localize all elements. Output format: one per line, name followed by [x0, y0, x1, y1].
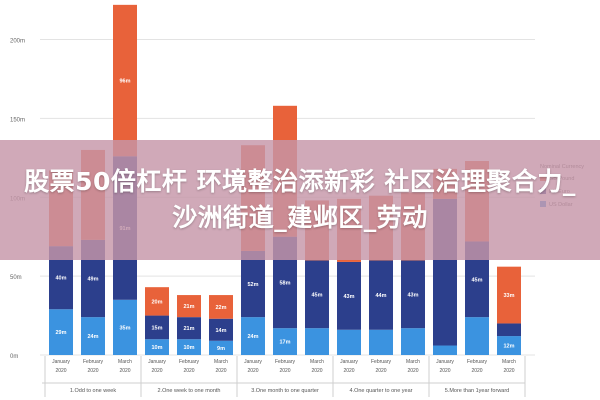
bar-segment: [337, 261, 361, 330]
x-tick-label: March: [406, 359, 420, 365]
x-tick-sublabel: 2020: [503, 368, 514, 374]
data-label: 58m: [279, 280, 290, 286]
x-tick-sublabel: 2020: [55, 368, 66, 374]
bar-segment: [369, 329, 393, 355]
data-label: 10m: [151, 345, 162, 351]
x-tick-sublabel: 2020: [183, 368, 194, 374]
data-label: 43m: [343, 294, 354, 300]
bar-segment: [145, 287, 169, 316]
data-label: 96m: [119, 79, 130, 85]
bar-segment: [465, 317, 489, 355]
x-group-label: 5.More than 1year forward: [445, 388, 510, 394]
y-tick-label: 0m: [10, 354, 18, 360]
bar-segment: [241, 250, 265, 318]
data-label: 10m: [183, 345, 194, 351]
bar-segment: [145, 315, 169, 340]
x-tick-label: March: [214, 359, 228, 365]
data-label: 43m: [407, 292, 418, 298]
x-group-label: 4.One quarter to one year: [350, 388, 413, 394]
bar-segment: [369, 260, 393, 330]
bar-segment: [305, 260, 329, 329]
x-tick-label: February: [275, 359, 296, 365]
data-label: 49m: [87, 277, 98, 283]
x-tick-sublabel: 2020: [311, 368, 322, 374]
data-label: 12m: [503, 344, 514, 350]
bar-segment: [145, 339, 169, 355]
x-tick-label: February: [467, 359, 488, 365]
data-label: 35m: [119, 325, 130, 331]
data-label: 40m: [55, 276, 66, 282]
x-tick-label: January: [244, 359, 262, 365]
x-group-label: 2.One week to one month: [158, 388, 221, 394]
headline-line-2: 沙洲街道_建邺区_劳动: [172, 203, 428, 232]
bar-segment: [241, 317, 265, 355]
bar-segment: [177, 339, 201, 355]
bar-segment: [209, 318, 233, 341]
x-tick-label: March: [310, 359, 324, 365]
data-label: 9m: [217, 346, 225, 352]
bar-segment: [337, 329, 361, 355]
data-label: 33m: [503, 293, 514, 299]
bar-segment: [497, 336, 521, 355]
data-label: 45m: [311, 292, 322, 298]
x-tick-sublabel: 2020: [471, 368, 482, 374]
x-tick-sublabel: 2020: [375, 368, 386, 374]
x-tick-sublabel: 2020: [215, 368, 226, 374]
x-group-label: 3.One month to one quarter: [251, 388, 319, 394]
data-label: 44m: [375, 293, 386, 299]
data-label: 22m: [215, 305, 226, 311]
data-label: 24m: [87, 334, 98, 340]
bar-segment: [401, 260, 425, 329]
data-label: 52m: [247, 282, 258, 288]
y-tick-label: 150m: [10, 117, 25, 123]
x-tick-sublabel: 2020: [119, 368, 130, 374]
x-tick-sublabel: 2020: [407, 368, 418, 374]
data-label: 15m: [151, 325, 162, 331]
x-tick-label: January: [148, 359, 166, 365]
bar-segment: [305, 328, 329, 355]
headline-line-1: 股票50倍杠杆 环境整治添新彩 社区治理聚合力_: [24, 167, 576, 196]
bar-segment: [113, 299, 137, 355]
bar-segment: [177, 295, 201, 318]
bar-segment: [177, 317, 201, 340]
x-tick-label: January: [52, 359, 70, 365]
x-tick-label: February: [83, 359, 104, 365]
bar-segment: [497, 323, 521, 337]
x-tick-sublabel: 2020: [151, 368, 162, 374]
bar-segment: [209, 295, 233, 319]
x-tick-label: January: [436, 359, 454, 365]
data-label: 29m: [55, 330, 66, 336]
data-label: 20m: [151, 299, 162, 305]
data-label: 45m: [471, 277, 482, 283]
x-tick-sublabel: 2020: [87, 368, 98, 374]
x-tick-sublabel: 2020: [279, 368, 290, 374]
data-label: 21m: [183, 326, 194, 332]
x-tick-sublabel: 2020: [247, 368, 258, 374]
x-axis: January 2020 February 2020 March 2020 January 2…: [42, 356, 526, 397]
x-tick-label: February: [371, 359, 392, 365]
data-label: 14m: [215, 328, 226, 334]
headline-banner: 股票50倍杠杆 环境整治添新彩 社区治理聚合力_ 沙洲街道_建邺区_劳动: [0, 140, 600, 260]
x-group-label: 1.Odd to one week: [70, 388, 116, 394]
bar-segment: [81, 317, 105, 355]
x-tick-label: February: [179, 359, 200, 365]
x-tick-label: March: [118, 359, 132, 365]
bar-segment: [273, 328, 297, 355]
bar-segment: [401, 328, 425, 355]
y-tick-label: 50m: [10, 275, 22, 281]
data-label: 17m: [279, 340, 290, 346]
data-label: 21m: [183, 304, 194, 310]
bar-segment: [497, 266, 521, 324]
x-tick-sublabel: 2020: [439, 368, 450, 374]
x-tick-sublabel: 2020: [343, 368, 354, 374]
bar-segment: [49, 309, 73, 355]
y-tick-label: 200m: [10, 39, 25, 45]
bar-segment: [113, 4, 137, 157]
bar-segment: [209, 340, 233, 355]
data-label: 24m: [247, 334, 258, 340]
x-tick-label: January: [340, 359, 358, 365]
x-tick-label: March: [502, 359, 516, 365]
bar-segment: [433, 345, 457, 355]
